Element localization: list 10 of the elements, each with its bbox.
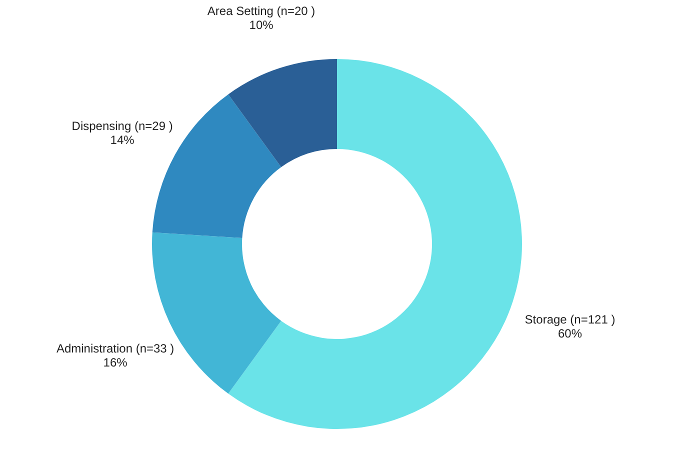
slice-label: Administration (n=33 ) <box>56 341 174 356</box>
data-label: 60% <box>558 326 582 341</box>
donut-slice <box>228 59 337 168</box>
data-label: 14% <box>110 132 135 147</box>
slice-label: Area Setting (n=20 ) <box>207 4 316 18</box>
data-label: 10% <box>249 18 274 32</box>
donut-slice <box>228 59 522 429</box>
data-label: 16% <box>103 355 128 370</box>
slice-label: Storage (n=121 ) <box>524 312 616 327</box>
slice-label: Dispensing (n=29 ) <box>72 118 173 133</box>
